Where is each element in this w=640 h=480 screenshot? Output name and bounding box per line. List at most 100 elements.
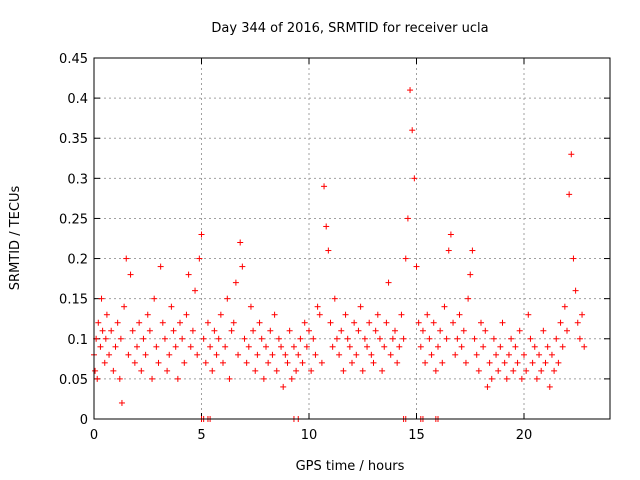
data-point	[282, 351, 289, 358]
data-point	[407, 87, 414, 94]
data-point	[508, 335, 515, 342]
data-points	[91, 87, 588, 422]
data-point	[202, 359, 209, 366]
data-point	[394, 359, 401, 366]
data-point	[98, 295, 105, 302]
data-point	[372, 327, 379, 334]
data-point	[368, 351, 375, 358]
y-tick-label: 0.4	[67, 92, 88, 107]
data-point	[484, 383, 491, 390]
data-point	[194, 351, 201, 358]
data-point	[346, 343, 353, 350]
x-tick-label: 15	[408, 428, 425, 443]
data-point	[409, 127, 416, 134]
data-point	[570, 255, 577, 262]
axis-ticks: 0 0.05 0.1 0.15 0.2 0.25 0.3 0.35 0.4 0.45 0 5 10 15 2…	[59, 52, 610, 443]
data-point	[260, 375, 267, 382]
data-point	[523, 367, 530, 374]
data-point	[458, 343, 465, 350]
data-point	[551, 367, 558, 374]
data-point	[245, 343, 252, 350]
data-point	[548, 351, 555, 358]
data-point	[340, 367, 347, 374]
data-point	[516, 327, 523, 334]
data-point	[170, 327, 177, 334]
data-point	[521, 351, 527, 358]
data-point	[497, 343, 504, 350]
data-point	[102, 335, 109, 342]
data-point	[144, 311, 151, 318]
data-point	[286, 327, 293, 334]
data-point	[364, 343, 371, 350]
data-point	[389, 335, 396, 342]
y-tick-label: 0	[80, 413, 88, 428]
data-point	[179, 335, 186, 342]
data-point	[226, 375, 233, 382]
data-point	[392, 327, 398, 334]
data-point	[505, 351, 512, 358]
data-point	[546, 383, 553, 390]
data-point	[533, 375, 540, 382]
data-point	[447, 231, 454, 238]
data-point	[164, 367, 171, 374]
data-point	[574, 319, 581, 326]
data-point	[437, 327, 444, 334]
data-point	[475, 367, 482, 374]
x-tick-label: 20	[516, 428, 533, 443]
data-point	[499, 319, 506, 326]
data-point	[131, 359, 138, 366]
data-point	[312, 351, 319, 358]
y-tick-label: 0.2	[67, 253, 88, 268]
data-point	[480, 343, 487, 350]
data-point	[553, 335, 560, 342]
data-point	[239, 263, 246, 270]
data-point	[293, 367, 300, 374]
data-point	[441, 303, 448, 310]
data-point	[525, 311, 532, 318]
data-point	[321, 183, 328, 190]
data-point	[450, 319, 457, 326]
data-point	[200, 335, 207, 342]
data-point	[198, 231, 205, 238]
data-point	[413, 263, 420, 270]
data-point	[278, 343, 285, 350]
data-point	[540, 327, 547, 334]
data-point	[118, 399, 125, 406]
y-tick-label: 0.35	[59, 132, 88, 147]
data-point	[325, 247, 332, 254]
data-point	[478, 319, 484, 326]
data-point	[424, 311, 431, 318]
data-point	[503, 375, 510, 382]
data-point	[333, 335, 340, 342]
data-point	[531, 343, 538, 350]
data-point	[495, 367, 502, 374]
data-point	[157, 263, 164, 270]
data-point	[265, 359, 272, 366]
data-point	[361, 335, 368, 342]
data-point	[295, 351, 302, 358]
data-point	[536, 351, 543, 358]
data-point	[92, 367, 99, 374]
data-point	[114, 319, 121, 326]
data-point	[297, 335, 304, 342]
data-point	[183, 311, 190, 318]
y-tick-label: 0.25	[59, 212, 88, 227]
data-point	[557, 319, 564, 326]
data-point	[110, 367, 117, 374]
x-tick-label: 0	[90, 428, 98, 443]
y-tick-label: 0.05	[59, 373, 88, 388]
data-point	[387, 351, 394, 358]
data-point	[349, 359, 355, 366]
data-point	[417, 343, 424, 350]
data-point	[376, 335, 383, 342]
data-point	[235, 351, 242, 358]
data-point	[155, 359, 162, 366]
data-point	[355, 327, 362, 334]
data-point	[564, 327, 570, 334]
data-point	[159, 319, 166, 326]
data-point	[374, 311, 381, 318]
data-point	[263, 343, 269, 350]
data-point	[422, 359, 429, 366]
data-point	[544, 343, 551, 350]
